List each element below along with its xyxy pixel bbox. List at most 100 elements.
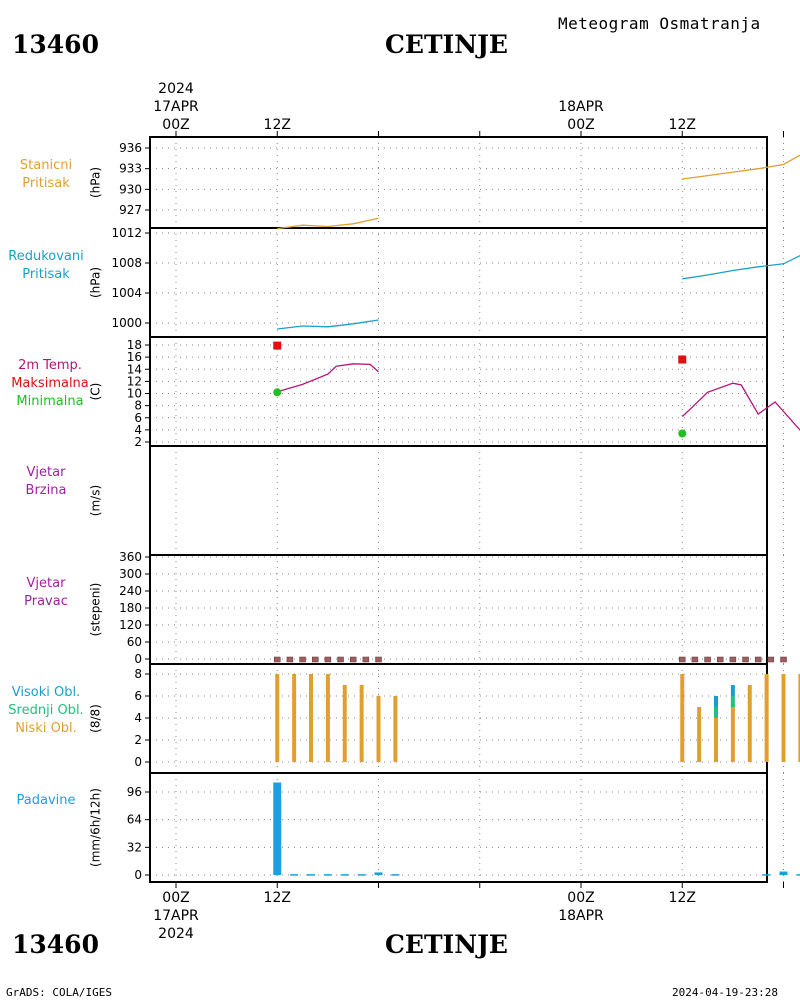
precip-bar-5 (357, 874, 366, 876)
ytick-label-4-5: 300 (119, 567, 142, 581)
cloud-bar-0-7 (393, 696, 398, 762)
wind-dir-mark-7 (362, 656, 370, 663)
ytick-label-4-6: 360 (119, 550, 142, 564)
tmin-marker-0 (273, 388, 282, 397)
wind-dir-mark-3 (311, 656, 319, 663)
cloud-bar-0-3 (325, 674, 330, 762)
wind-dir-mark-2 (299, 656, 306, 663)
reduced-pressure-line-segment-1 (682, 254, 800, 280)
cloud-bar-0-0 (275, 674, 280, 762)
temperature-line-segment-0 (277, 363, 379, 393)
wind-dir-mark-17 (780, 656, 787, 663)
panel-frame-3 (149, 445, 768, 556)
station-pressure-line-segment-1 (682, 154, 800, 180)
ytick-label-2-5: 12 (127, 374, 142, 388)
top-hour-2: 00Z (567, 117, 594, 133)
precip-bar-3 (323, 874, 332, 876)
cloud-bar-0-13 (764, 674, 769, 762)
precip-bar-7 (391, 874, 400, 876)
bottom-hour-3: 12Z (669, 890, 696, 906)
cloud-bar-0-10 (714, 718, 718, 762)
cloud-bar-0-8 (680, 674, 685, 762)
ytick-label-0-2: 933 (119, 162, 142, 176)
wind-dir-mark-16 (767, 656, 775, 663)
unit-label-p2: (hPa) (89, 267, 103, 298)
wind-dir-mark-0 (274, 656, 281, 663)
wind-dir-mark-1 (286, 656, 294, 663)
panel-label-p1-1: Pritisak (22, 176, 70, 191)
unit-label-p4: (m/s) (89, 485, 103, 516)
ytick-label-6-0: 0 (134, 868, 142, 882)
panel-frame-1 (149, 227, 768, 338)
wind-dir-mark-4 (324, 656, 332, 663)
ytick-label-1-3: 1012 (111, 226, 142, 240)
panel-frame-6 (149, 772, 768, 883)
ytick-label-6-2: 64 (127, 813, 142, 827)
ytick-label-4-2: 120 (119, 618, 142, 632)
panel-label-p4-0: Vjetar (26, 465, 66, 480)
bottom-year: 2024 (158, 926, 194, 942)
ytick-label-1-1: 1004 (111, 286, 142, 300)
precip-bar-1 (290, 874, 299, 876)
ytick-label-6-3: 96 (127, 785, 142, 799)
cloud-bar-2-11 (730, 685, 735, 696)
precip-bar-0 (273, 782, 282, 875)
cloud-bar-0-14 (781, 674, 786, 762)
ytick-label-5-1: 2 (134, 733, 142, 747)
wind-dir-mark-10 (691, 656, 699, 663)
top-date-1: 18APR (558, 99, 604, 115)
unit-label-p7: (mm/6h/12h) (89, 788, 103, 867)
wind-dir-mark-9 (679, 656, 686, 663)
panel-label-p5-0: Vjetar (26, 576, 66, 591)
ytick-label-4-3: 180 (119, 601, 142, 615)
ytick-label-4-4: 240 (119, 584, 142, 598)
cloud-bar-1-10 (714, 707, 718, 718)
wind-dir-mark-11 (704, 656, 711, 663)
panel-label-p1-0: Stanicni (19, 158, 73, 173)
panel-label-p2-0: Redukovani (8, 249, 84, 264)
cloud-bar-0-9 (697, 707, 702, 762)
wind-dir-mark-5 (337, 656, 344, 663)
ytick-label-2-2: 6 (134, 411, 142, 425)
panel-label-p5-1: Pravac (24, 594, 68, 609)
cloud-bar-0-1 (292, 674, 297, 762)
ytick-label-2-6: 14 (127, 362, 142, 376)
city-title-bottom: CETINJE (385, 930, 508, 959)
panel-label-p6-1: Srednji Obl. (8, 703, 84, 718)
tmin-marker-1 (678, 429, 687, 438)
ytick-label-2-3: 8 (134, 399, 142, 413)
bottom-date-0: 17APR (153, 908, 199, 924)
timestamp-text: 2024-04-19-23:28 (672, 986, 778, 999)
meteogram-subtitle: Meteogram Osmatranja (558, 14, 761, 33)
cloud-bar-2-10 (714, 696, 718, 707)
precip-bar-13 (762, 874, 771, 876)
ytick-label-5-4: 8 (134, 667, 142, 681)
wind-dir-mark-15 (754, 656, 762, 663)
ytick-label-5-2: 4 (134, 711, 142, 725)
panel-label-p3-2: Minimalna (16, 394, 84, 409)
bottom-hour-0: 00Z (162, 890, 189, 906)
ytick-label-2-8: 18 (127, 338, 142, 352)
city-title-top: CETINJE (385, 30, 508, 59)
ytick-label-4-0: 0 (134, 652, 142, 666)
precip-bar-2 (307, 874, 315, 876)
ytick-label-0-0: 927 (119, 203, 142, 217)
temperature-line-segment-1 (681, 382, 800, 431)
reduced-pressure-line-segment-0 (277, 319, 379, 330)
ytick-label-2-7: 16 (127, 350, 142, 364)
ytick-label-1-0: 1000 (111, 316, 142, 330)
wind-dir-mark-14 (742, 656, 749, 663)
wind-dir-mark-6 (349, 656, 357, 663)
panel-frame-2 (149, 336, 768, 447)
panel-label-p3-1: Maksimalna (11, 376, 89, 391)
precip-bar-4 (340, 874, 349, 876)
ytick-label-1-2: 1008 (111, 256, 142, 270)
top-hour-0: 00Z (162, 117, 189, 133)
station-pressure-line-segment-0 (277, 217, 379, 230)
panel-frame-5 (149, 663, 768, 774)
ytick-label-2-4: 10 (127, 387, 142, 401)
bottom-hour-1: 12Z (264, 890, 291, 906)
top-date-0: 17APR (153, 99, 199, 115)
wind-dir-mark-8 (375, 656, 382, 663)
